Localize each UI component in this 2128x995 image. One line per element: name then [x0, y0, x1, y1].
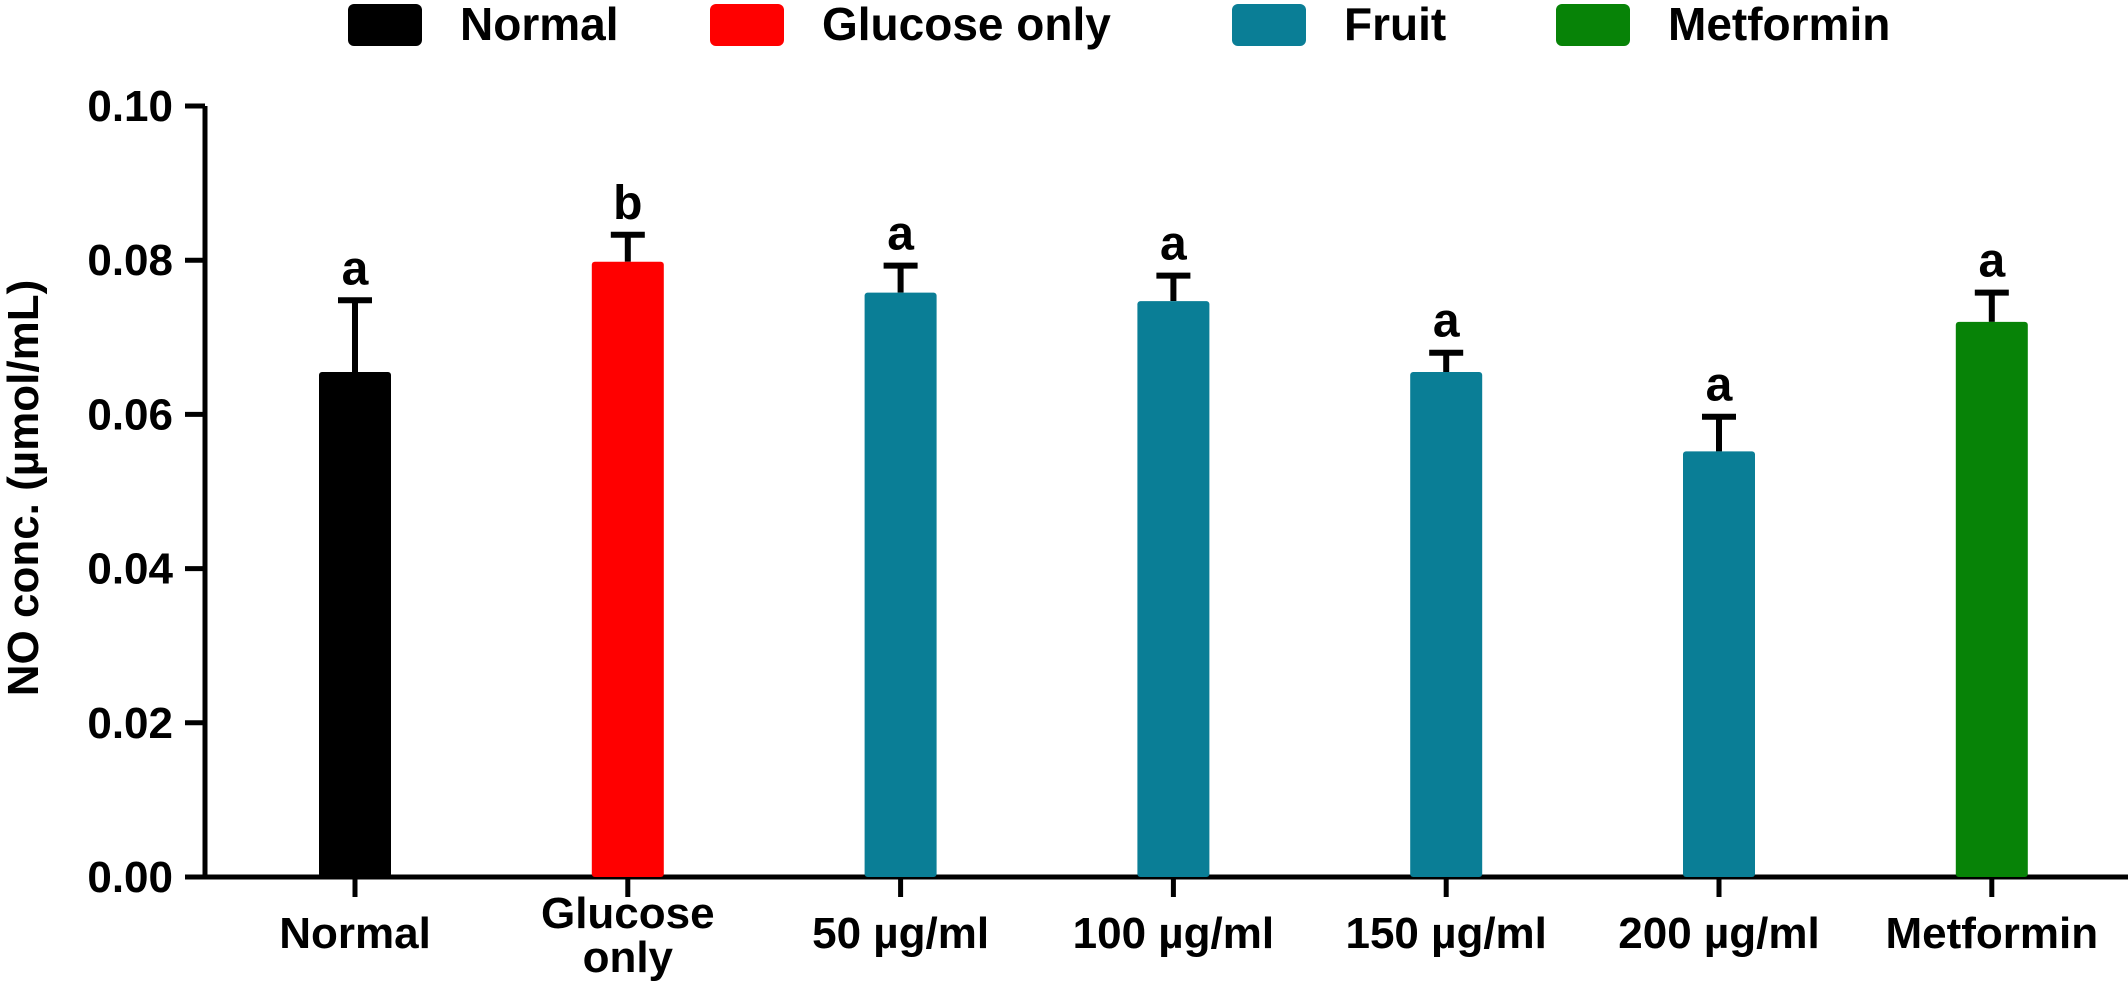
x-tick-label: Metformin — [1885, 909, 2098, 958]
legend-label: Metformin — [1668, 0, 1890, 50]
significance-label: b — [613, 177, 642, 230]
x-tick-label: 50 µg/ml — [812, 909, 989, 958]
bar — [1955, 321, 2028, 877]
x-tick-label: Normal — [279, 909, 431, 958]
x-tick-label: 200 µg/ml — [1618, 909, 1819, 958]
x-tick-label: 150 µg/ml — [1345, 909, 1546, 958]
y-tick-label: 0.10 — [87, 82, 173, 131]
legend-label: Fruit — [1344, 0, 1446, 50]
legend-swatch — [1556, 4, 1630, 46]
bars: a b a a a a a — [319, 177, 2028, 877]
bar — [1137, 301, 1210, 877]
significance-label: a — [1978, 235, 2005, 288]
y-axis: 0.00 0.02 0.04 0.06 0.08 0.10 — [87, 82, 208, 902]
y-tick-label: 0.06 — [87, 390, 173, 439]
significance-label: a — [342, 242, 369, 295]
bar — [1410, 371, 1483, 877]
legend-item: Metformin — [1556, 0, 1890, 50]
y-axis-label: NO conc. (µmol/mL) — [0, 280, 48, 696]
y-tick-label: 0.00 — [87, 853, 173, 902]
legend: Normal Glucose only Fruit Metformin — [348, 0, 1890, 50]
bar — [1683, 451, 1755, 877]
y-tick-label: 0.02 — [87, 699, 173, 748]
x-tick-label: 100 µg/ml — [1073, 909, 1274, 958]
bar — [591, 261, 664, 877]
x-tick-label: Glucose — [541, 889, 715, 938]
bar — [319, 371, 391, 877]
significance-label: a — [1160, 218, 1187, 271]
legend-label: Glucose only — [822, 0, 1111, 50]
bar — [864, 292, 937, 877]
legend-swatch — [710, 4, 784, 46]
legend-label: Normal — [460, 0, 618, 50]
y-tick-label: 0.08 — [87, 236, 173, 285]
legend-swatch — [1232, 4, 1306, 46]
legend-item: Glucose only — [710, 0, 1111, 50]
legend-item: Fruit — [1232, 0, 1446, 50]
x-tick-label: only — [583, 933, 674, 982]
significance-label: a — [1433, 295, 1460, 348]
significance-label: a — [887, 208, 914, 261]
legend-item: Normal — [348, 0, 618, 50]
y-tick-label: 0.04 — [87, 545, 173, 594]
legend-swatch — [348, 4, 422, 46]
significance-label: a — [1706, 359, 1733, 412]
